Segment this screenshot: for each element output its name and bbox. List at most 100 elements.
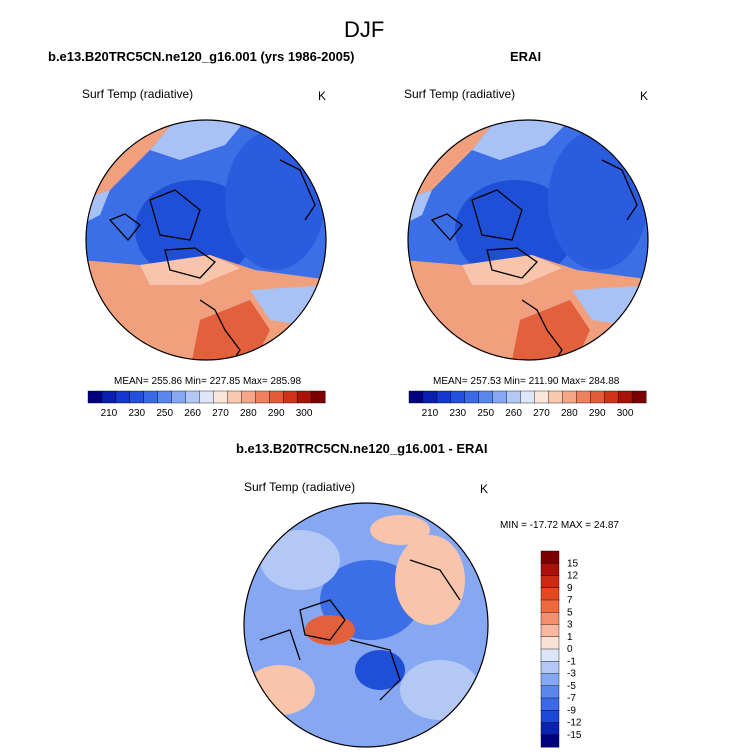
panel-1-colorbar-swatch xyxy=(129,390,145,404)
panel-2-colorbar-swatch xyxy=(464,390,480,404)
panel-2-stats: MEAN= 257.53 Min= 211.90 Max= 284.88 xyxy=(433,376,620,387)
panel-1-stats: MEAN= 255.86 Min= 227.85 Max= 285.98 xyxy=(114,376,302,387)
panel-1-colorbar-tick-label: 230 xyxy=(128,408,145,419)
panel-2-colorbar-tick-label: 230 xyxy=(449,408,466,419)
panel-3-colorbar-swatch xyxy=(540,636,560,650)
panel-1-colorbar-swatch xyxy=(310,390,326,404)
panel-2-units: K xyxy=(640,89,649,103)
panel-3-colorbar-swatch xyxy=(540,648,560,662)
panel-3-colorbar-swatch xyxy=(540,550,560,564)
panel-2-colorbar-tick-label: 260 xyxy=(505,408,522,419)
panel-3-colorbar-swatch xyxy=(540,563,560,577)
panel-1-colorbar-swatch xyxy=(282,390,298,404)
panel-3-stats: MIN = -17.72 MAX = 24.87 xyxy=(500,520,619,531)
panel-1-colorbar-tick-label: 210 xyxy=(101,408,118,419)
panel-3-colorbar-tick-label: 0 xyxy=(567,644,573,655)
panel-3-colorbar-tick-label: -9 xyxy=(567,705,576,716)
panel-3-colorbar-tick-label: 5 xyxy=(567,607,573,618)
panel-2-colorbar-swatch xyxy=(631,390,647,404)
panel-3-colorbar-tick-label: 12 xyxy=(567,571,579,582)
panel-2-colorbar-swatch xyxy=(422,390,438,404)
panel-1-colorbar-swatch xyxy=(213,390,228,404)
panel-3-colorbar-tick-label: 15 xyxy=(567,558,579,569)
panel-3-colorbar-swatch xyxy=(540,722,560,736)
panel-1-variable: Surf Temp (radiative) xyxy=(82,87,194,101)
panel-2-colorbar-tick-label: 270 xyxy=(533,408,550,419)
panel-2-colorbar-swatch xyxy=(520,390,535,404)
panel-2-colorbar-swatch xyxy=(590,390,605,404)
panel-3-colorbar-tick-label: 9 xyxy=(567,583,573,594)
panel-2-colorbar: 210 230 250 260 270 280 290 300 xyxy=(408,390,647,419)
panel-2-colorbar-swatch xyxy=(576,390,591,404)
panel-3-colorbar-swatch xyxy=(540,697,560,711)
panel-3-colorbar-swatch xyxy=(540,661,560,675)
panel-2-colorbar-swatch xyxy=(492,390,508,404)
panel-2-colorbar-swatch xyxy=(478,390,494,404)
panel-1-colorbar-swatch xyxy=(199,390,214,404)
panel-2-map-border xyxy=(407,119,649,361)
panel-1-colorbar: 210 230 250 260 270 280 290 300 xyxy=(87,390,326,419)
panel-3-colorbar-swatch xyxy=(540,624,560,638)
panel-1-map-border xyxy=(85,119,327,361)
panel-3-colorbar-swatch xyxy=(540,734,560,748)
panel-1-colorbar-tick-label: 290 xyxy=(268,408,285,419)
panel-1-colorbar-swatch xyxy=(115,390,131,404)
panel-2-colorbar-swatch xyxy=(506,390,522,404)
panel-3-title: b.e13.B20TRC5CN.ne120_g16.001 - ERAI xyxy=(236,441,488,456)
panel-1-colorbar-swatch xyxy=(227,390,242,404)
panel-1-title: b.e13.B20TRC5CN.ne120_g16.001 (yrs 1986-… xyxy=(48,49,355,64)
panel-1-colorbar-swatch xyxy=(143,390,159,404)
panel-3-colorbar-swatch xyxy=(540,575,560,589)
panel-1-colorbar-swatch xyxy=(255,390,270,404)
panel-3-colorbar-swatch xyxy=(540,710,560,724)
panel-3-colorbar-tick-label: -3 xyxy=(567,669,576,680)
panel-3-colorbar-tick-label: -15 xyxy=(567,730,582,741)
panel-2-variable: Surf Temp (radiative) xyxy=(404,87,516,101)
panel-3-units: K xyxy=(480,482,489,496)
panel-2-colorbar-swatch xyxy=(534,390,549,404)
panel-1-colorbar-swatch xyxy=(296,390,312,404)
panel-3-variable: Surf Temp (radiative) xyxy=(244,480,356,494)
panel-1-colorbar-swatch xyxy=(241,390,256,404)
panel-1-colorbar-tick-label: 300 xyxy=(296,408,313,419)
panel-3-colorbar-swatch xyxy=(540,599,560,613)
panel-3-colorbar-swatch xyxy=(540,587,560,601)
panel-3-colorbar-tick-label: 3 xyxy=(567,620,573,631)
panel-3-colorbar-tick-label: -7 xyxy=(567,693,576,704)
panel-2-title: ERAI xyxy=(510,49,542,64)
panel-3-colorbar-swatch xyxy=(540,673,560,687)
panel-2-colorbar-swatch xyxy=(617,390,633,404)
panel-2-colorbar-tick-label: 290 xyxy=(589,408,606,419)
panel-1-colorbar-swatch xyxy=(185,390,201,404)
panel-1-colorbar-tick-label: 260 xyxy=(184,408,201,419)
panel-2-colorbar-swatch xyxy=(603,390,619,404)
panel-1-colorbar-swatch xyxy=(101,390,117,404)
panel-2-colorbar-tick-label: 210 xyxy=(422,408,439,419)
panel-2-colorbar-swatch xyxy=(408,390,424,404)
panel-2-map xyxy=(408,120,648,360)
panel-2-colorbar-tick-label: 250 xyxy=(477,408,494,419)
panel-1-colorbar-swatch xyxy=(87,390,103,404)
panel-2-colorbar-swatch xyxy=(548,390,563,404)
panel-1-colorbar-swatch xyxy=(171,390,187,404)
panel-3-colorbar-tick-label: -5 xyxy=(567,681,576,692)
panel-1-colorbar-swatch xyxy=(269,390,284,404)
panel-3-colorbar-tick-label: 1 xyxy=(567,632,573,643)
panel-3-colorbar-tick-label: -12 xyxy=(567,718,582,729)
panel-2-colorbar-tick-label: 300 xyxy=(617,408,634,419)
panel-2-colorbar-swatch xyxy=(436,390,452,404)
panel-3-colorbar-tick-label: 7 xyxy=(567,595,573,606)
panel-1-colorbar-tick-label: 280 xyxy=(240,408,257,419)
panel-2-colorbar-swatch xyxy=(562,390,577,404)
panel-3-colorbar-tick-label: -1 xyxy=(567,656,576,667)
panel-1-colorbar-tick-label: 270 xyxy=(212,408,229,419)
panel-3-colorbar-swatch xyxy=(540,685,560,699)
panel-1-colorbar-swatch xyxy=(157,390,173,404)
page-title: DJF xyxy=(344,17,385,42)
panel-3-colorbar-swatch xyxy=(540,612,560,626)
panel-1-units: K xyxy=(318,89,327,103)
panel-3-map-border xyxy=(243,502,489,748)
panel-2-colorbar-tick-label: 280 xyxy=(561,408,578,419)
